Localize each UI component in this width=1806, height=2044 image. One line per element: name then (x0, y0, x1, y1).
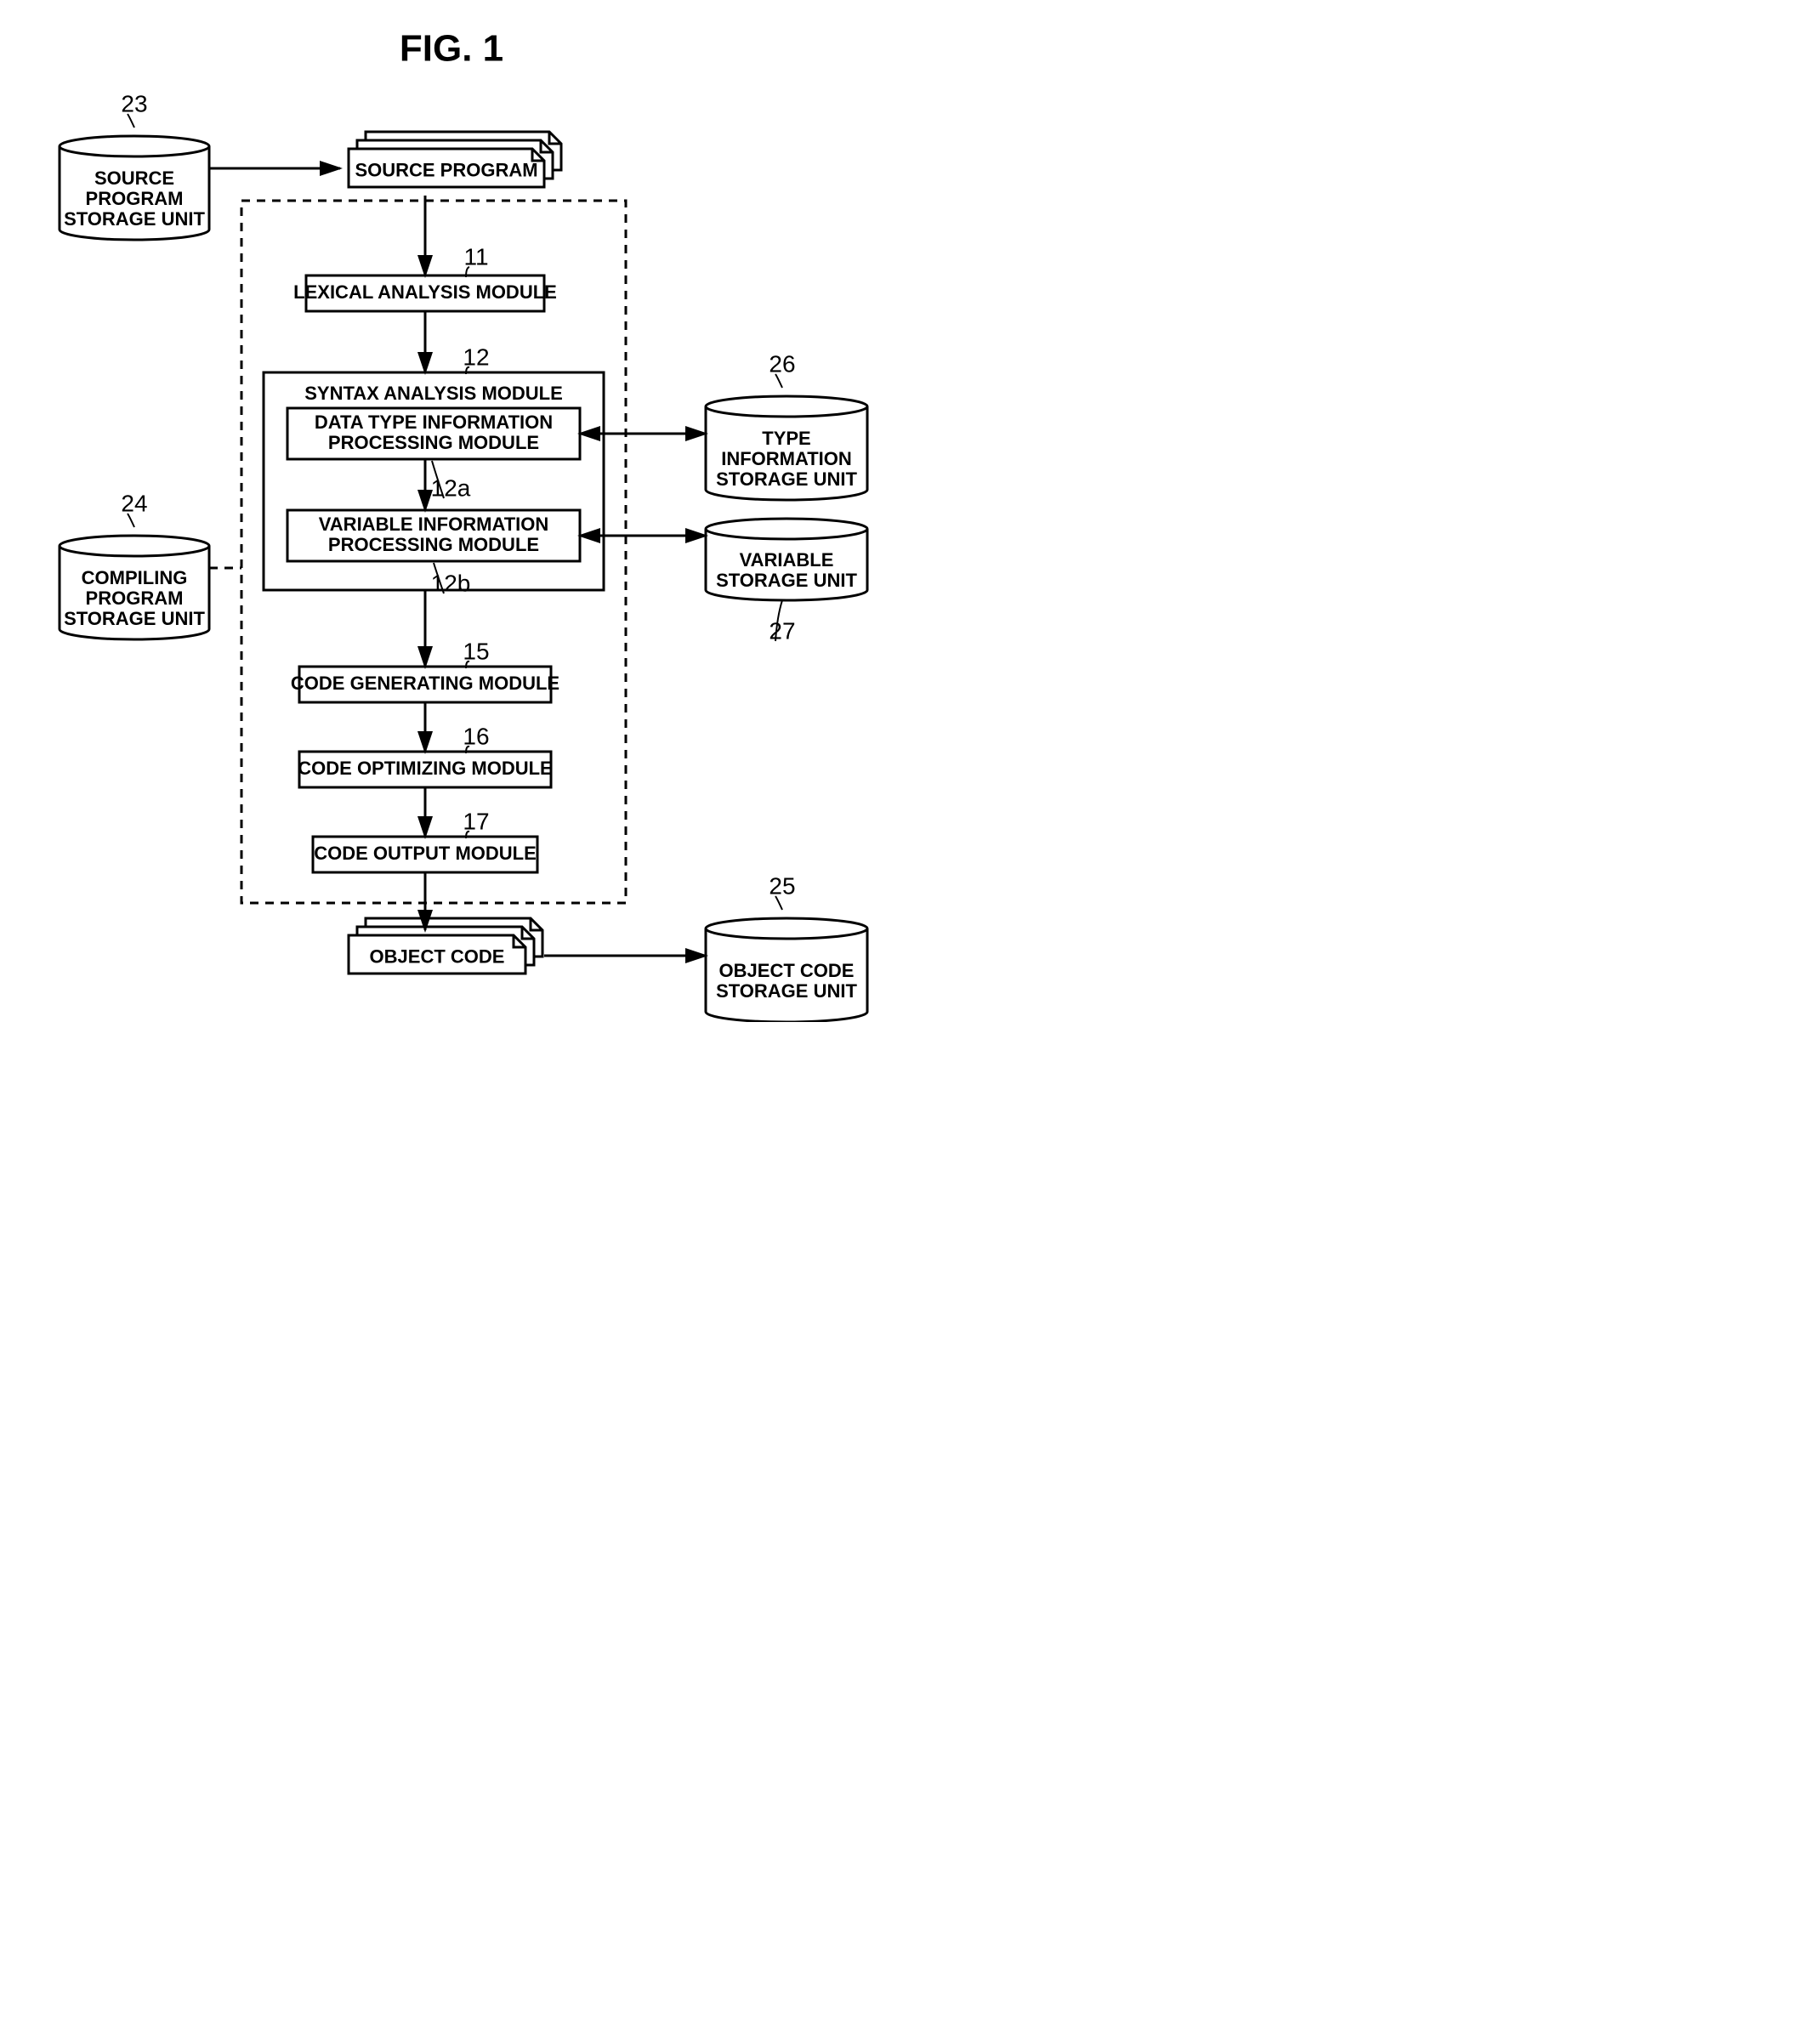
refnum-24: 24 (121, 490, 147, 516)
refnum-17: 17 (463, 808, 489, 834)
node-cyl-type-label: TYPE (762, 428, 810, 449)
node-syntax-title: SYNTAX ANALYSIS MODULE (304, 383, 563, 404)
refnum-25: 25 (769, 872, 795, 899)
refnum-15: 15 (463, 638, 489, 664)
node-source-doc-label: SOURCE PROGRAM (355, 159, 537, 180)
diagram-root: FIG. 1 SYNTAX ANALYSIS MODULE DATA TYPE IN… (0, 0, 1806, 1022)
figure-title: FIG. 1 (400, 28, 503, 70)
node-cyl-compile-label: PROGRAM (86, 588, 184, 609)
node-data-type-label: PROCESSING MODULE (328, 432, 539, 453)
node-code-out-label: CODE OUTPUT MODULE (314, 843, 537, 864)
refnum-12a: 12a (431, 474, 471, 501)
node-variable-label: PROCESSING MODULE (328, 534, 539, 555)
node-cyl-compile-label: COMPILING (82, 567, 188, 588)
refnum-27: 27 (769, 617, 795, 644)
node-cyl-type-label: INFORMATION (721, 448, 852, 469)
node-cyl-source-label: STORAGE UNIT (64, 208, 205, 230)
flowchart-svg: FIG. 1 SYNTAX ANALYSIS MODULE DATA TYPE IN… (0, 0, 903, 1022)
refnum-12: 12 (463, 344, 489, 370)
refnum-23: 23 (121, 90, 147, 116)
node-cyl-source-label: PROGRAM (86, 188, 184, 209)
node-data-type-label: DATA TYPE INFORMATION (315, 412, 553, 433)
refnum-12b: 12b (431, 570, 471, 596)
node-cyl-var-label: VARIABLE (740, 549, 834, 571)
node-cyl-object-label: STORAGE UNIT (716, 980, 857, 1002)
node-cyl-var-label: STORAGE UNIT (716, 570, 857, 591)
node-cyl-source-label: SOURCE (94, 167, 174, 189)
node-cyl-compile-label: STORAGE UNIT (64, 608, 205, 629)
node-object-doc-label: OBJECT CODE (370, 945, 505, 967)
node-code-opt-label: CODE OPTIMIZING MODULE (298, 758, 552, 779)
refnum-26: 26 (769, 350, 795, 377)
refnum-16: 16 (463, 723, 489, 749)
node-variable-label: VARIABLE INFORMATION (319, 514, 549, 535)
node-cyl-type-label: STORAGE UNIT (716, 468, 857, 490)
node-code-gen-label: CODE GENERATING MODULE (291, 673, 559, 694)
node-lexical-label: LEXICAL ANALYSIS MODULE (293, 281, 557, 303)
refnum-11: 11 (463, 243, 488, 270)
node-cyl-object-label: OBJECT CODE (719, 960, 855, 981)
